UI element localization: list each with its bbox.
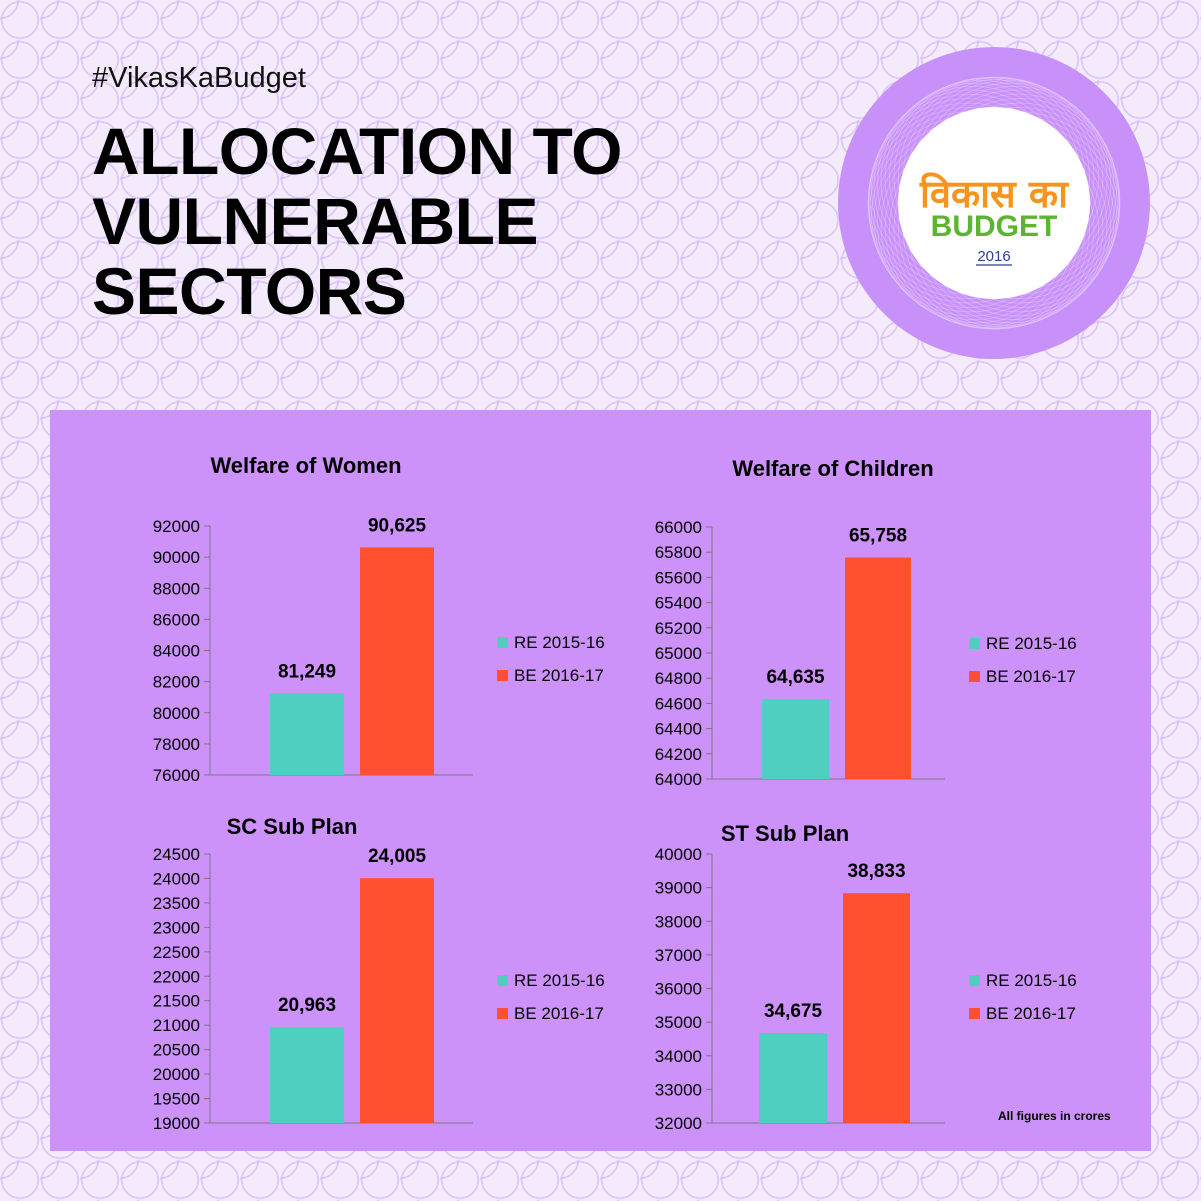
y-tick-label: 82000 — [153, 673, 200, 692]
y-tick-label: 84000 — [153, 642, 200, 661]
y-tick-label: 40000 — [655, 845, 702, 864]
y-tick-label: 36000 — [655, 980, 702, 999]
legend-label-re-2015-16: RE 2015-16 — [514, 633, 605, 652]
y-tick-label: 64800 — [655, 669, 702, 688]
y-tick-label: 78000 — [153, 735, 200, 754]
bar-be-2016-17 — [360, 878, 434, 1123]
page-title-line-3: SECTORS — [92, 254, 407, 328]
data-label: 90,625 — [368, 515, 427, 536]
y-tick-label: 33000 — [655, 1080, 702, 1099]
y-tick-label: 66000 — [655, 518, 702, 537]
legend-swatch-be-2016-17 — [497, 670, 508, 681]
data-label: 65,758 — [849, 525, 907, 546]
y-tick-label: 64600 — [655, 694, 702, 713]
legend-swatch-re-2015-16 — [497, 637, 508, 648]
chart-title: Welfare of Children — [732, 456, 933, 481]
y-tick-label: 22500 — [153, 943, 200, 962]
y-tick-label: 65000 — [655, 644, 702, 663]
data-label: 81,249 — [278, 661, 336, 682]
legend-swatch-be-2016-17 — [969, 1008, 980, 1019]
y-tick-label: 19500 — [153, 1090, 200, 1109]
data-label: 64,635 — [766, 667, 825, 688]
logo-year: 2016 — [977, 248, 1010, 265]
y-tick-label: 64000 — [655, 770, 702, 789]
page-title-line-2: VULNERABLE — [92, 184, 539, 258]
page-title-line-1: ALLOCATION TO — [92, 114, 623, 188]
y-tick-label: 23000 — [153, 918, 200, 937]
data-label: 34,675 — [764, 1001, 823, 1022]
y-tick-label: 65200 — [655, 619, 702, 638]
bar-re-2015-16 — [762, 698, 829, 779]
y-tick-label: 64200 — [655, 745, 702, 764]
y-tick-label: 37000 — [655, 946, 702, 965]
legend-swatch-re-2015-16 — [497, 975, 508, 986]
legend-label-be-2016-17: BE 2016-17 — [514, 666, 604, 685]
legend-swatch-be-2016-17 — [969, 671, 980, 682]
chart-title: ST Sub Plan — [721, 821, 849, 846]
y-tick-label: 88000 — [153, 579, 200, 598]
page-title: ALLOCATION TO VULNERABLE SECTORS — [92, 114, 623, 328]
y-tick-label: 21500 — [153, 992, 200, 1011]
charts-panel: Welfare of Women 76000 78000 80000 82000 8400… — [50, 410, 1151, 1151]
legend-swatch-re-2015-16 — [969, 975, 980, 986]
units-footnote: All figures in crores — [998, 1109, 1111, 1123]
y-tick-label: 38000 — [655, 912, 702, 931]
legend-label-re-2015-16: RE 2015-16 — [514, 971, 605, 990]
y-tick-label: 76000 — [153, 766, 200, 785]
y-tick-label: 35000 — [655, 1013, 702, 1032]
chart-welfare-of-children: Welfare of Children 64000 64200 64400 64600 6… — [655, 456, 1077, 789]
legend-swatch-re-2015-16 — [969, 638, 980, 649]
bar-re-2015-16 — [270, 693, 344, 775]
legend-swatch-be-2016-17 — [497, 1008, 508, 1019]
charts-canvas: Welfare of Women 76000 78000 80000 82000 8400… — [153, 453, 1077, 1133]
chart-welfare-of-women: Welfare of Women 76000 78000 80000 82000 8400… — [153, 453, 605, 785]
y-tick-label: 32000 — [655, 1114, 702, 1133]
legend-label-be-2016-17: BE 2016-17 — [514, 1004, 604, 1023]
y-tick-label: 22000 — [153, 967, 200, 986]
y-tick-label: 39000 — [655, 879, 702, 898]
y-tick-label: 34000 — [655, 1047, 702, 1066]
chart-st-sub-plan: ST Sub Plan 32000 33000 34000 35000 36000 3700… — [655, 821, 1077, 1133]
bar-re-2015-16 — [270, 1026, 344, 1123]
y-tick-label: 92000 — [153, 517, 200, 536]
y-tick-label: 24000 — [153, 869, 200, 888]
bar-be-2016-17 — [360, 547, 434, 775]
chart-title: Welfare of Women — [210, 453, 401, 478]
data-label: 38,833 — [847, 861, 905, 882]
legend-label-be-2016-17: BE 2016-17 — [986, 667, 1076, 686]
y-tick-label: 20000 — [153, 1065, 200, 1084]
legend-label-re-2015-16: RE 2015-16 — [986, 971, 1077, 990]
chart-sc-sub-plan: SC Sub Plan 19000 19500 20000 20500 21000 2150… — [153, 814, 605, 1133]
y-tick-label: 65800 — [655, 543, 702, 562]
hashtag: #VikasKaBudget — [92, 62, 306, 94]
y-tick-label: 90000 — [153, 548, 200, 567]
logo-hindi-text: विकास का — [919, 172, 1069, 216]
y-tick-label: 23500 — [153, 894, 200, 913]
y-tick-label: 21000 — [153, 1016, 200, 1035]
y-tick-label: 20500 — [153, 1041, 200, 1060]
y-tick-label: 64400 — [655, 720, 702, 739]
y-tick-label: 65600 — [655, 568, 702, 587]
bar-be-2016-17 — [843, 893, 910, 1123]
data-label: 20,963 — [278, 995, 336, 1016]
bar-re-2015-16 — [759, 1033, 827, 1123]
y-tick-label: 19000 — [153, 1114, 200, 1133]
chart-title: SC Sub Plan — [227, 814, 358, 839]
legend-label-re-2015-16: RE 2015-16 — [986, 634, 1077, 653]
data-label: 24,005 — [368, 846, 427, 867]
bar-be-2016-17 — [845, 557, 911, 779]
vikas-ka-budget-logo: विकास का BUDGET 2016 — [838, 47, 1150, 359]
logo-inner-disc — [898, 107, 1090, 299]
y-tick-label: 80000 — [153, 704, 200, 723]
legend-label-be-2016-17: BE 2016-17 — [986, 1004, 1076, 1023]
y-tick-label: 86000 — [153, 610, 200, 629]
y-tick-label: 65400 — [655, 594, 702, 613]
logo-budget-word: BUDGET — [931, 210, 1058, 243]
y-tick-label: 24500 — [153, 845, 200, 864]
